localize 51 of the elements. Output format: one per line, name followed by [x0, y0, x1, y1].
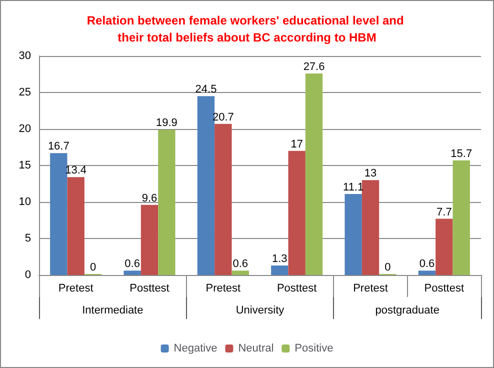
bar [50, 153, 68, 275]
data-label: 0 [90, 262, 96, 274]
bar [158, 130, 176, 275]
y-tick-label: 20 [18, 123, 31, 135]
bar [344, 194, 362, 275]
bar [305, 74, 323, 275]
legend-label: Negative [174, 342, 218, 354]
legend-label: Positive [294, 342, 334, 354]
y-tick-label: 30 [18, 50, 31, 62]
x-tick-label: Posttest [276, 282, 317, 294]
data-label: 24.5 [195, 84, 217, 96]
y-tick-label: 5 [24, 232, 31, 244]
bar [232, 270, 249, 275]
text: postgraduate [375, 304, 440, 316]
bar [271, 266, 288, 275]
data-label: 0.6 [232, 258, 248, 270]
y-tick-label: 0 [24, 269, 31, 281]
bar [288, 150, 306, 275]
data-label: 17 [290, 138, 303, 150]
bar [124, 270, 141, 275]
bar [418, 270, 436, 275]
data-label: 13 [364, 168, 377, 180]
data-label: 7.7 [436, 206, 452, 218]
legend-label: Neutral [238, 342, 274, 354]
chart-title: Relation between female workers' educational level and their total beliefs about BC according to HBM [86, 14, 408, 44]
data-label: 9.6 [142, 192, 158, 204]
y-tick-label: 10 [18, 196, 31, 208]
bar [197, 96, 215, 275]
data-label: 15.7 [450, 148, 472, 160]
bar [214, 124, 232, 275]
bar [436, 218, 453, 275]
data-label: 0 [384, 262, 391, 274]
x-tick-label: Pretest [58, 282, 94, 294]
bar [452, 160, 470, 275]
bar [140, 204, 158, 275]
data-label: 19.9 [156, 117, 178, 130]
x-tick-label: Posttest [130, 282, 170, 294]
x-tick-label: Pretest [353, 282, 388, 294]
data-label: 0.6 [124, 258, 140, 270]
x-tick-label: Pretest [206, 282, 241, 294]
text: University [236, 304, 285, 316]
bar [362, 180, 380, 275]
data-label: 0.6 [419, 258, 435, 270]
data-label: 16.7 [48, 140, 70, 153]
x-tick-label: Posttest [424, 282, 464, 294]
data-label: 27.6 [303, 61, 325, 74]
y-tick-label: 15 [18, 160, 31, 172]
y-tick-label: 25 [18, 86, 31, 98]
bar [67, 177, 84, 275]
text: Intermediate [82, 304, 144, 316]
data-label: 1.3 [272, 253, 288, 266]
